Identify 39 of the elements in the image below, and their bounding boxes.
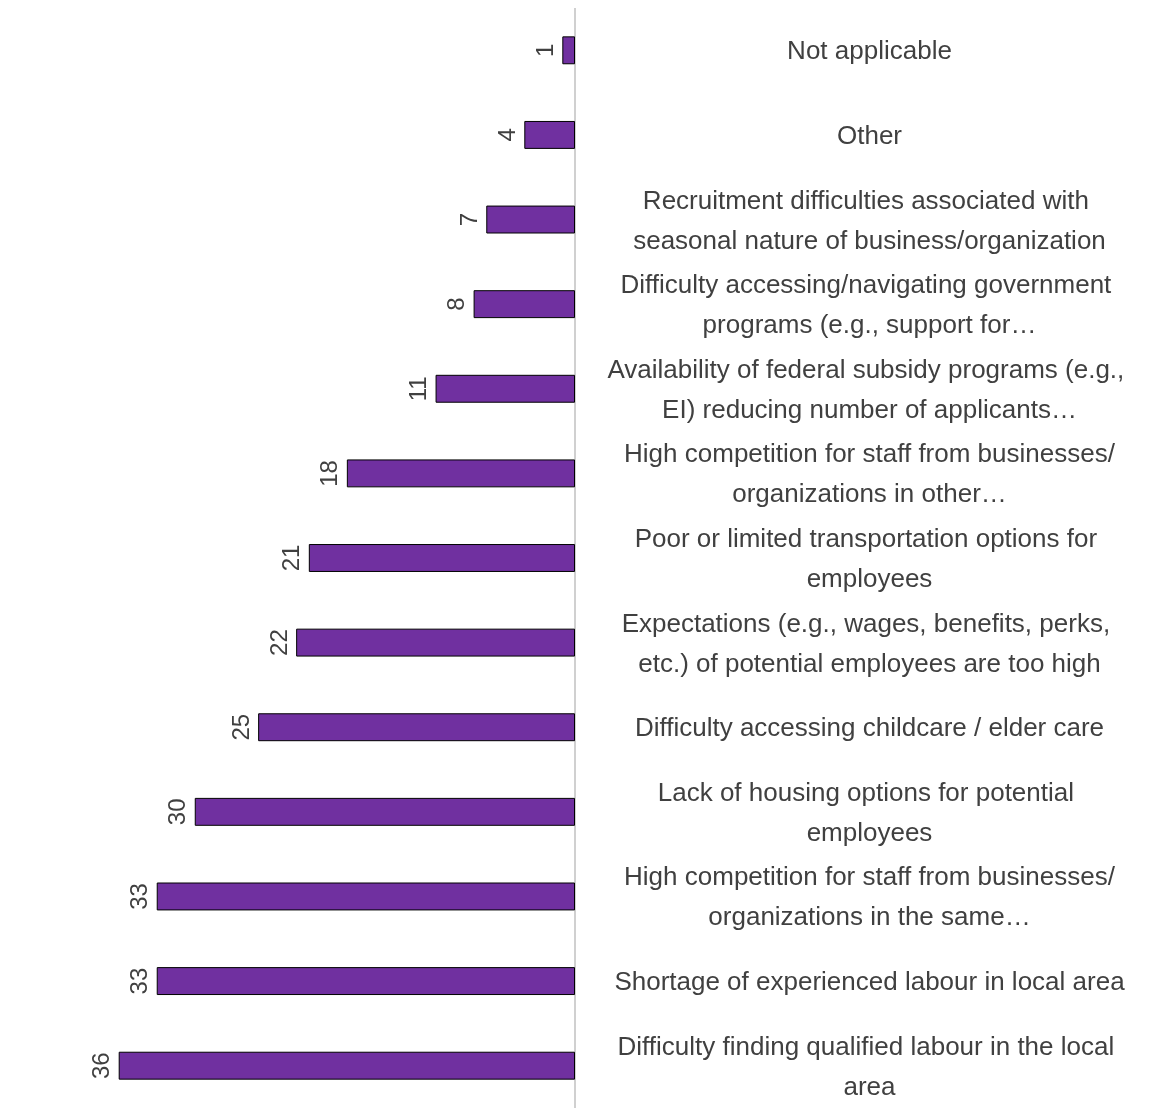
- y-tick-label: High competition for staff from businesses/organizations in the same…: [624, 861, 1116, 932]
- y-tick-label: Recruitment difficulties associated with seasonal nature of business/organization: [633, 184, 1106, 255]
- y-tick-label: Other: [836, 119, 903, 150]
- y-tick-label: Difficulty accessing/navigating government programs (e.g., support for…: [620, 269, 1119, 340]
- bar: [346, 459, 575, 488]
- bar: [486, 205, 575, 234]
- y-tick-label: Not applicable: [787, 35, 952, 66]
- data-label: 33: [125, 883, 153, 910]
- y-tick-label: Expectations (e.g., wages, benefits, perks, etc.) of potential employees are too high: [621, 607, 1118, 678]
- y-tick-label: Shortage of experienced labour in local area: [614, 966, 1126, 997]
- y-tick-label: Difficulty accessing childcare / elder care: [634, 712, 1105, 743]
- bar: [258, 713, 575, 742]
- data-label: 25: [226, 713, 254, 741]
- bar: [308, 544, 575, 572]
- y-tick-label: Availability of federal subsidy programs (e.g., EI) reducing number of applicants…: [607, 353, 1132, 424]
- bar: [194, 797, 575, 826]
- data-label: 18: [315, 460, 343, 487]
- data-label: 8: [442, 297, 470, 311]
- bar: [524, 120, 575, 149]
- y-tick-label: Poor or limited transportation options for employees: [634, 523, 1105, 593]
- data-label: 22: [264, 629, 292, 656]
- bar: [562, 36, 575, 65]
- bar: [473, 290, 575, 319]
- data-label: 36: [87, 1052, 115, 1080]
- bar: [156, 967, 575, 996]
- y-tick-label: Difficulty finding qualified labour in the local area: [617, 1030, 1122, 1101]
- data-label: 11: [404, 376, 432, 402]
- bar: [118, 1051, 575, 1080]
- data-label: 4: [492, 128, 520, 142]
- data-label: 7: [454, 212, 482, 227]
- data-label: 21: [277, 544, 305, 572]
- data-label: 1: [530, 43, 558, 57]
- bar: [156, 882, 575, 911]
- bar: [435, 374, 575, 403]
- data-label: 30: [163, 798, 191, 826]
- y-tick-label: High competition for staff from businesses/organizations in other…: [624, 438, 1116, 509]
- y-tick-label: Lack of housing options for potential employees: [657, 776, 1082, 847]
- data-label: 33: [125, 967, 153, 995]
- bar: [296, 628, 575, 657]
